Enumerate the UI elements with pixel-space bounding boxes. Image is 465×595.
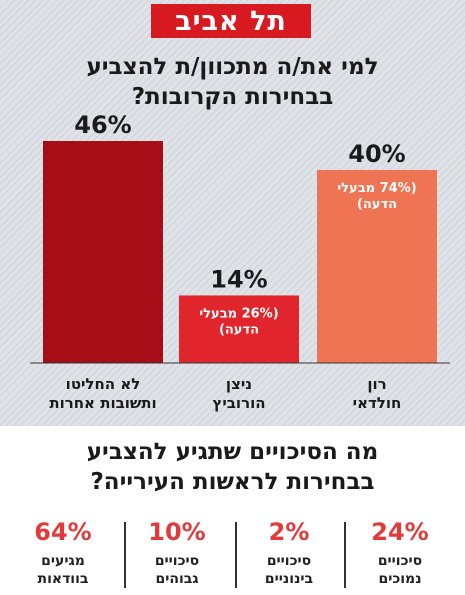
stat-value: 24% (371, 518, 429, 546)
question2-line1: מה הסיכויים שתגיע להצביע (86, 439, 379, 465)
bar-value-label: 40% (348, 140, 405, 168)
bar-inner-label: (26% מבעלי הדעה) (199, 306, 278, 337)
question2-line2: בבחירות לראשות העירייה? (90, 469, 375, 495)
stat-certain: 64% מגיעים בוודאות (8, 518, 118, 590)
bar-value-label: 46% (74, 111, 131, 139)
bar-inner-label: (74% מבעלי הדעה) (337, 181, 416, 212)
bar-horowitz (179, 295, 299, 363)
stat-high-chance: 10% סיכויים גבוהים (122, 518, 232, 590)
bar-undecided (43, 141, 163, 363)
city-name: תל אביב (175, 5, 287, 37)
question1-line1: למי את/ה מתכוון/ת להצביע (86, 54, 379, 80)
question1-line2: בבחירות הקרובות? (131, 84, 334, 110)
bar-value-label: 14% (210, 265, 267, 293)
stat-value: 2% (268, 518, 310, 546)
stat-divider (344, 522, 346, 588)
question2-title: מה הסיכויים שתגיע להצביע בבחירות לראשות … (10, 437, 455, 497)
city-badge: תל אביב (151, 4, 311, 38)
question1-title: למי את/ה מתכוון/ת להצביע בבחירות הקרובות… (10, 52, 455, 112)
category-label: רון חולדאי (353, 375, 402, 412)
turnout-panel (0, 426, 465, 595)
bar-huldai (317, 169, 437, 363)
stat-label: סיכויים בינוניים (264, 553, 314, 587)
stat-divider (124, 522, 126, 588)
stat-divider (235, 522, 237, 588)
stat-low-chance: 24% סיכויים נמוכים (345, 518, 455, 590)
stat-medium-chance: 2% סיכויים בינוניים (234, 518, 344, 590)
category-label: לא החליטו ותשובות אחרות (49, 375, 156, 412)
stat-label: מגיעים בוודאות (37, 553, 89, 587)
stat-label: סיכויים נמוכים (377, 553, 423, 587)
vote-intention-chart: 46% לא החליטו ותשובות אחרות 14% (26% מבעלי הד… (30, 111, 450, 412)
stat-label: סיכויים גבוהים (154, 553, 200, 587)
stat-value: 10% (148, 518, 206, 546)
category-label: ניצן הורוביץ (212, 375, 265, 412)
stat-value: 64% (34, 518, 92, 546)
